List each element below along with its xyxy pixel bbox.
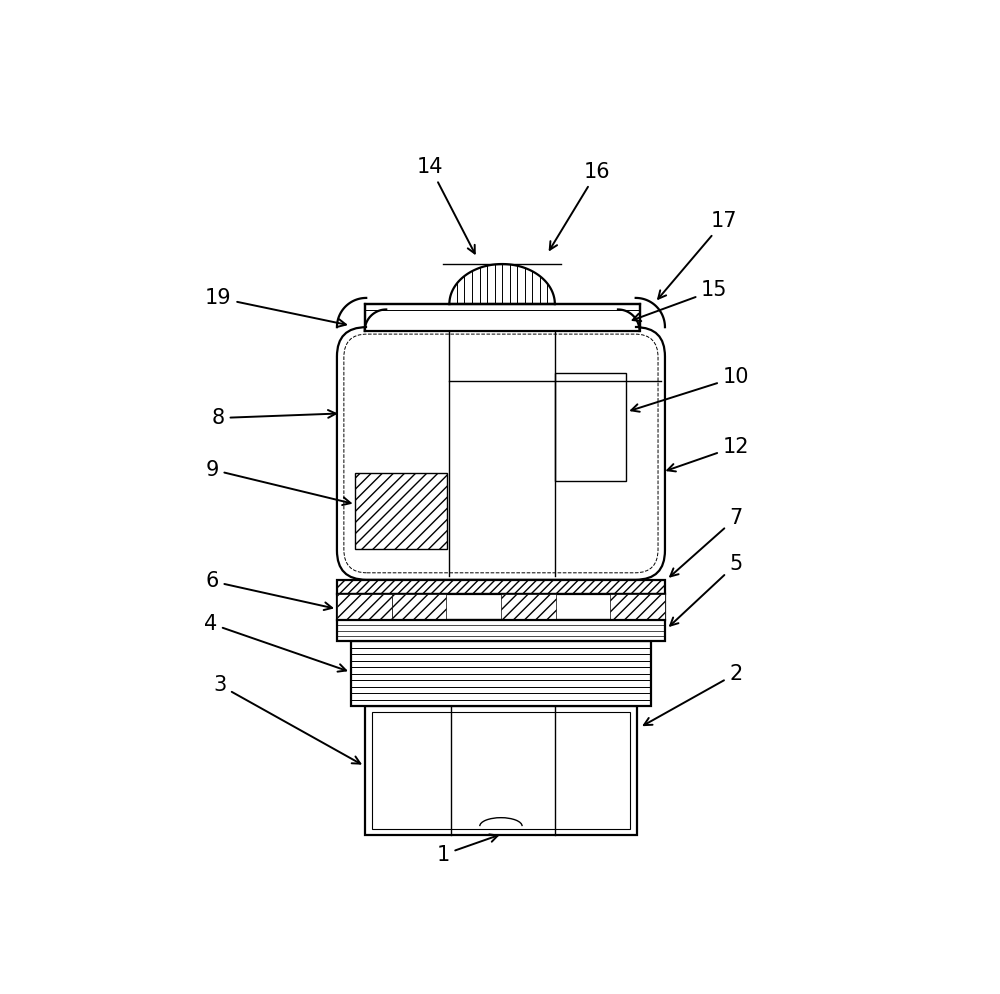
Text: 4: 4 (204, 613, 346, 672)
Bar (610, 593, 665, 620)
Text: 15: 15 (633, 280, 727, 321)
Bar (337, 593, 392, 620)
Bar (555, 374, 626, 481)
Bar (365, 706, 637, 835)
Bar (351, 641, 651, 706)
Text: 14: 14 (417, 157, 475, 253)
Bar (337, 620, 665, 641)
Text: 3: 3 (213, 675, 360, 763)
Text: 17: 17 (658, 211, 738, 299)
Bar (372, 712, 630, 829)
Text: 19: 19 (205, 288, 346, 327)
Bar (365, 304, 640, 331)
Text: 8: 8 (212, 409, 336, 428)
Bar (392, 593, 446, 620)
Text: 6: 6 (206, 572, 332, 610)
Bar (501, 593, 556, 620)
Text: 1: 1 (437, 834, 498, 865)
Text: 9: 9 (206, 459, 351, 505)
Text: 2: 2 (644, 664, 742, 726)
Text: 10: 10 (631, 367, 749, 412)
Text: 16: 16 (550, 162, 611, 249)
FancyBboxPatch shape (337, 327, 665, 580)
Text: 5: 5 (670, 555, 742, 625)
Text: 12: 12 (667, 436, 749, 471)
Bar (355, 473, 447, 549)
Bar (337, 580, 665, 593)
Bar (337, 593, 665, 620)
Text: 7: 7 (670, 508, 742, 577)
